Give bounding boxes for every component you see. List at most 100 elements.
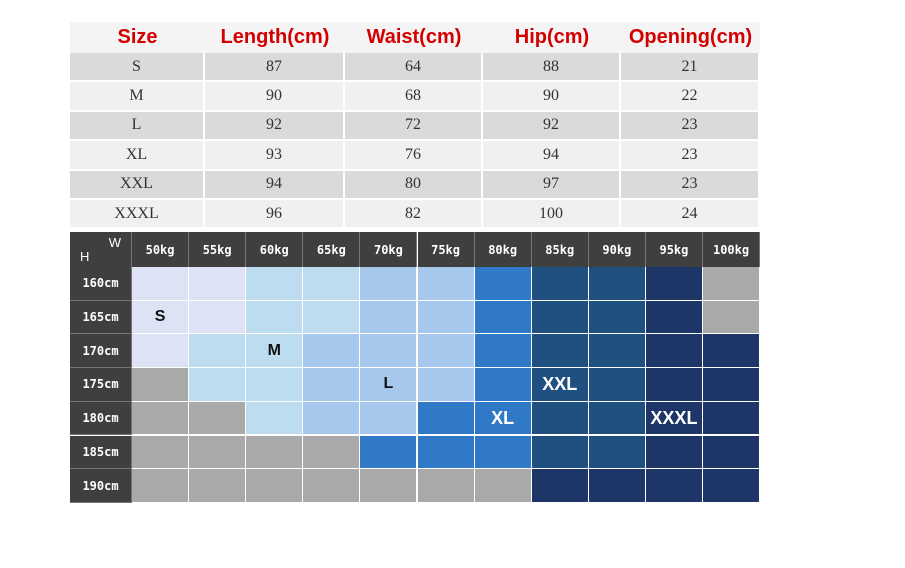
fit-cell [132, 401, 190, 436]
fit-cell [189, 469, 247, 503]
table-cell: 90 [205, 82, 345, 112]
table-cell: L [70, 111, 205, 142]
fit-cell [645, 334, 703, 369]
fit-cell [303, 435, 361, 470]
height-header: 160cm [70, 267, 132, 301]
size-label: M [246, 334, 304, 369]
fit-cell [132, 334, 190, 369]
height-label: H [80, 249, 90, 264]
fit-cell [246, 267, 304, 301]
fit-cell [703, 267, 761, 301]
fit-cell [417, 401, 475, 436]
fit-cell [703, 334, 761, 369]
fit-cell [303, 469, 361, 503]
weight-header: 65kg [303, 232, 361, 267]
column-header: Size [70, 22, 205, 53]
table-cell: 23 [621, 111, 760, 142]
table-cell: 64 [345, 53, 483, 83]
column-header: Opening(cm) [621, 22, 760, 53]
weight-header: 85kg [531, 232, 589, 267]
height-header: 175cm [70, 368, 132, 402]
table-cell: XXXL [70, 200, 205, 230]
table-cell: 21 [621, 53, 760, 83]
height-header: 170cm [70, 334, 132, 369]
height-header: 165cm [70, 300, 132, 335]
fit-cell [417, 334, 475, 369]
fit-cell [588, 267, 646, 301]
fit-cell [417, 267, 475, 301]
table-cell: 96 [205, 200, 345, 230]
table-cell: 94 [483, 141, 621, 171]
fit-cell [703, 469, 761, 503]
fit-cell [531, 267, 589, 301]
weight-header: 60kg [246, 232, 304, 267]
fit-cell [360, 300, 418, 335]
fit-cell [189, 368, 247, 402]
table-cell: 88 [483, 53, 621, 83]
table-cell: XXL [70, 170, 205, 200]
fit-cell [703, 401, 761, 436]
table-cell: XL [70, 141, 205, 171]
fit-cell [132, 469, 190, 503]
fit-cell [474, 300, 532, 335]
height-header: 185cm [70, 435, 132, 470]
fit-cell [246, 368, 304, 402]
fit-cell [417, 469, 475, 503]
table-cell: 22 [621, 82, 760, 112]
column-header: Hip(cm) [483, 22, 621, 53]
weight-label: W [108, 235, 121, 250]
fit-cell [417, 368, 475, 402]
fit-cell [246, 300, 304, 335]
fit-cell [303, 401, 361, 436]
height-header: 180cm [70, 401, 132, 436]
fit-cell [303, 300, 361, 335]
fit-cell [132, 267, 190, 301]
fit-cell [246, 401, 304, 436]
table-cell: 80 [345, 170, 483, 200]
fit-cell [531, 401, 589, 436]
fit-cell [588, 334, 646, 369]
table-cell: 93 [205, 141, 345, 171]
fit-cell [588, 300, 646, 335]
fit-cell [645, 368, 703, 402]
height-header: 190cm [70, 469, 132, 503]
weight-header: 55kg [189, 232, 247, 267]
weight-header: 70kg [360, 232, 418, 267]
table-cell: 23 [621, 170, 760, 200]
fit-cell [360, 435, 418, 470]
fit-cell [474, 469, 532, 503]
fit-cell [189, 334, 247, 369]
fit-cell [645, 469, 703, 503]
weight-header: 80kg [474, 232, 532, 267]
fit-cell [474, 368, 532, 402]
fit-cell [531, 435, 589, 470]
table-cell: 23 [621, 141, 760, 171]
fit-cell [189, 435, 247, 470]
weight-header: 95kg [645, 232, 703, 267]
fit-cell [303, 334, 361, 369]
fit-cell [588, 368, 646, 402]
fit-cell [303, 368, 361, 402]
fit-cell [703, 300, 761, 335]
fit-cell [360, 267, 418, 301]
table-cell: 92 [483, 111, 621, 142]
table-cell: 24 [621, 200, 760, 230]
size-label: L [360, 368, 418, 402]
fit-cell [588, 435, 646, 470]
table-cell: 94 [205, 170, 345, 200]
table-cell: 68 [345, 82, 483, 112]
fit-cell [246, 469, 304, 503]
column-header: Waist(cm) [345, 22, 483, 53]
table-cell: 87 [205, 53, 345, 83]
fit-cell [588, 469, 646, 503]
fit-cell [645, 267, 703, 301]
size-label: XXXL [645, 401, 703, 436]
fit-cell [360, 401, 418, 436]
fit-cell [531, 300, 589, 335]
fit-cell [189, 267, 247, 301]
fit-cell [645, 435, 703, 470]
table-cell: S [70, 53, 205, 83]
fit-cell [588, 401, 646, 436]
table-cell: 97 [483, 170, 621, 200]
